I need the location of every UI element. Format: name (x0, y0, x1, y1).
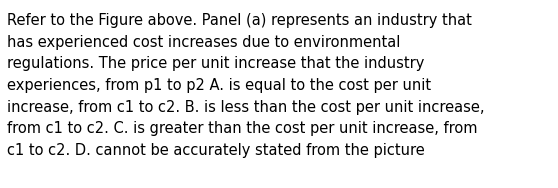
Text: Refer to the Figure above. Panel (a) represents an industry that
has experienced: Refer to the Figure above. Panel (a) rep… (7, 13, 485, 158)
